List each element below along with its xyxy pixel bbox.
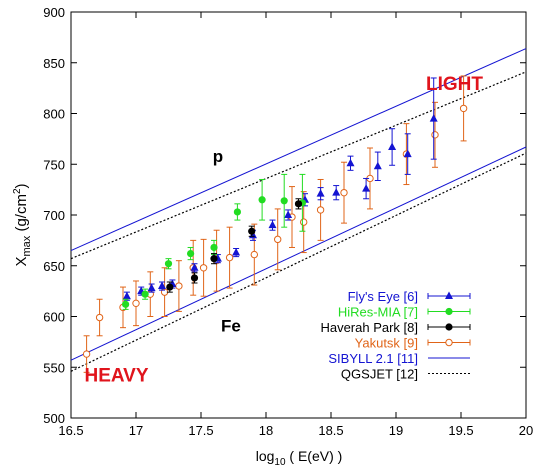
y-tick-label: 550 xyxy=(43,360,65,375)
x-tick-label: 19.5 xyxy=(448,423,473,438)
y-tick-label: 800 xyxy=(43,107,65,122)
legend-label: SIBYLL 2.1 [11] xyxy=(328,351,418,366)
x-tick-label: 19 xyxy=(389,423,403,438)
x-tick-label: 17.5 xyxy=(188,423,213,438)
data-point xyxy=(373,161,382,170)
data-point xyxy=(403,149,412,158)
data-point xyxy=(164,260,173,268)
y-tick-label: 650 xyxy=(43,259,65,274)
data-point xyxy=(346,158,355,167)
x-tick-label: 18.5 xyxy=(318,423,343,438)
y-tick-label: 900 xyxy=(43,5,65,20)
data-point xyxy=(210,243,218,252)
data-point xyxy=(445,307,453,316)
model-line xyxy=(70,48,527,251)
data-point xyxy=(82,350,91,358)
data-point xyxy=(225,253,234,262)
model-line xyxy=(70,152,527,372)
y-axis-label: Xmax (g/cm2) xyxy=(12,183,33,266)
data-point xyxy=(122,291,131,300)
data-point xyxy=(258,196,266,204)
x-tick-label: 16.5 xyxy=(58,423,83,438)
y-tick-label: 700 xyxy=(43,208,65,223)
data-point xyxy=(445,291,453,299)
data-point xyxy=(158,281,166,290)
y-tick-label: 750 xyxy=(43,157,65,172)
data-point xyxy=(431,131,439,139)
y-tick-label: 500 xyxy=(43,411,65,426)
legend-label: HiRes-MIA [7] xyxy=(338,305,418,320)
data-point xyxy=(445,338,453,347)
data-point xyxy=(388,142,397,150)
data-point xyxy=(294,200,303,208)
y-tick-label: 600 xyxy=(43,310,65,325)
data-point xyxy=(199,264,208,272)
plot-area xyxy=(70,11,527,419)
data-point xyxy=(141,290,149,298)
data-point xyxy=(300,218,308,226)
data-point xyxy=(175,282,183,290)
data-point xyxy=(362,184,371,192)
data-point xyxy=(284,210,293,218)
data-point xyxy=(232,248,241,256)
data-point xyxy=(147,283,156,292)
y-tick-label: 850 xyxy=(43,56,65,71)
data-point xyxy=(210,255,218,263)
data-point xyxy=(268,220,277,229)
data-point xyxy=(95,313,104,322)
data-point xyxy=(316,206,325,214)
x-axis-label: log10 ( E(eV) ) xyxy=(256,448,343,468)
legend-label: Fly's Eye [6] xyxy=(348,289,418,304)
data-point xyxy=(132,299,140,308)
axis-ticks: 16.5 17 17.5 18 18.5 19 19.5 20 500 550 600 650 700 7… xyxy=(43,5,533,438)
data-point xyxy=(445,323,453,331)
data-point xyxy=(316,189,325,197)
annotation-light: LIGHT xyxy=(426,74,483,95)
x-tick-label: 17 xyxy=(129,423,143,438)
model-lines xyxy=(70,48,527,372)
data-point xyxy=(250,250,259,259)
data-point xyxy=(233,208,241,216)
data-points xyxy=(82,75,468,373)
annotations: LIGHT p Fe HEAVY xyxy=(84,74,483,386)
annotation-heavy: HEAVY xyxy=(84,365,148,386)
data-point xyxy=(122,300,130,308)
legend: Fly's Eye [6]HiRes-MIA [7]Haverah Park [… xyxy=(320,289,471,382)
legend-label: Haverah Park [8] xyxy=(320,320,418,335)
x-tick-label: 18 xyxy=(259,423,273,438)
data-point xyxy=(190,274,199,282)
data-point xyxy=(187,249,195,258)
data-point xyxy=(429,114,438,122)
data-point xyxy=(248,227,256,235)
data-point xyxy=(332,188,341,196)
model-line xyxy=(70,146,527,361)
data-point xyxy=(190,263,199,271)
model-line xyxy=(70,71,527,260)
annotation-fe: Fe xyxy=(221,317,241,336)
annotation-p: p xyxy=(213,147,223,166)
data-point xyxy=(274,235,282,244)
legend-label: QGSJET [12] xyxy=(341,367,418,382)
data-point xyxy=(459,104,468,113)
data-point xyxy=(166,283,174,291)
data-point xyxy=(280,197,288,205)
legend-label: Yakutsk [9] xyxy=(355,336,418,351)
x-tick-label: 20 xyxy=(519,423,533,438)
data-point xyxy=(340,188,348,197)
